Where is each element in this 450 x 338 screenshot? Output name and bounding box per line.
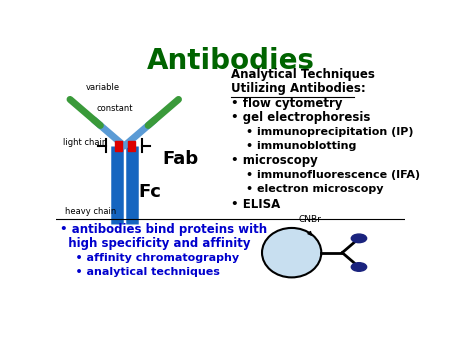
- Text: Antibodies: Antibodies: [147, 47, 315, 75]
- Text: Utilizing Antibodies:: Utilizing Antibodies:: [230, 82, 365, 95]
- FancyBboxPatch shape: [128, 141, 135, 151]
- FancyBboxPatch shape: [115, 141, 122, 151]
- Text: CNBr: CNBr: [299, 215, 321, 224]
- Text: • flow cytometry: • flow cytometry: [230, 97, 342, 110]
- Text: high specificity and affinity: high specificity and affinity: [60, 237, 250, 250]
- Text: • immunoprecipitation (IP): • immunoprecipitation (IP): [246, 127, 414, 137]
- Text: constant: constant: [96, 104, 133, 113]
- Ellipse shape: [262, 228, 321, 277]
- Text: Analytical Techniques: Analytical Techniques: [230, 68, 374, 81]
- Text: • electron microscopy: • electron microscopy: [246, 184, 384, 194]
- Text: • affinity chromatography: • affinity chromatography: [60, 253, 239, 263]
- Text: • ELISA: • ELISA: [230, 197, 280, 211]
- Text: heavy chain: heavy chain: [65, 207, 116, 216]
- Text: Fc: Fc: [138, 183, 161, 200]
- Text: • gel electrophoresis: • gel electrophoresis: [230, 111, 370, 124]
- Text: • immunofluorescence (IFA): • immunofluorescence (IFA): [246, 170, 420, 180]
- Text: • microscopy: • microscopy: [230, 154, 317, 167]
- Ellipse shape: [351, 263, 367, 271]
- Text: • antibodies bind proteins with: • antibodies bind proteins with: [60, 223, 267, 236]
- Text: • immunoblotting: • immunoblotting: [246, 141, 357, 151]
- Ellipse shape: [351, 234, 367, 243]
- Text: variable: variable: [86, 83, 120, 92]
- Text: light chain: light chain: [63, 138, 107, 147]
- Text: • analytical techniques: • analytical techniques: [60, 267, 220, 277]
- Text: Fab: Fab: [162, 150, 199, 168]
